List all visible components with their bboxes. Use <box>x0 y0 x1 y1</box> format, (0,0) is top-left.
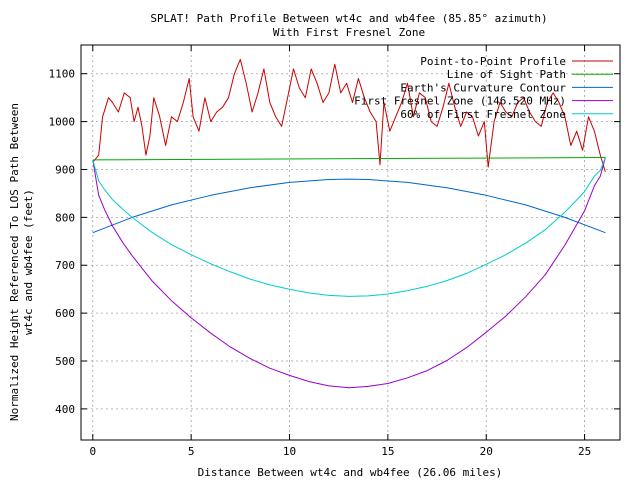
series-line-0 <box>92 58 606 173</box>
y-axis-label-line1: Normalized Height Referenced To LOS Path… <box>8 103 21 421</box>
chart-subtitle: With First Fresnel Zone <box>273 26 425 39</box>
x-tick-label: 0 <box>89 445 96 458</box>
series-layer <box>92 58 606 389</box>
x-tick-label: 20 <box>480 445 493 458</box>
y-tick-label: 1100 <box>49 68 76 81</box>
legend-label-3: First Fresnel Zone (146.520 MHz) <box>354 95 566 108</box>
x-tick-label: 5 <box>188 445 195 458</box>
y-tick-label: 800 <box>55 211 75 224</box>
grid-lines <box>81 45 620 440</box>
legend-label-0: Point-to-Point Profile <box>420 55 566 68</box>
axis-ticks: 0 5 10 15 20 25 400 500 600 700 800 900 1000 1100 <box>49 45 620 458</box>
y-tick-label: 400 <box>55 403 75 416</box>
y-tick-label: 700 <box>55 259 75 272</box>
legend-label-2: Earth's Curvature Contour <box>400 81 566 94</box>
x-tick-label: 15 <box>381 445 394 458</box>
y-tick-label: 500 <box>55 355 75 368</box>
x-tick-label: 25 <box>578 445 591 458</box>
legend-label-4: 60% of First Fresnel Zone <box>400 108 566 121</box>
x-axis-label: Distance Between wt4c and wb4fee (26.06 … <box>198 466 503 479</box>
y-axis-label-line2: wt4c and wb4fee (feet) <box>22 189 35 335</box>
series-line-2 <box>92 178 606 234</box>
series-line-3 <box>92 157 606 389</box>
y-tick-label: 1000 <box>49 116 76 129</box>
y-tick-label: 900 <box>55 163 75 176</box>
chart-title: SPLAT! Path Profile Between wt4c and wb4… <box>150 12 547 25</box>
x-tick-label: 10 <box>283 445 296 458</box>
legend-label-1: Line of Sight Path <box>447 68 566 81</box>
plot-border <box>80 44 621 441</box>
y-tick-label: 600 <box>55 307 75 320</box>
series-line-1 <box>92 157 606 161</box>
series-line-4 <box>92 157 606 297</box>
